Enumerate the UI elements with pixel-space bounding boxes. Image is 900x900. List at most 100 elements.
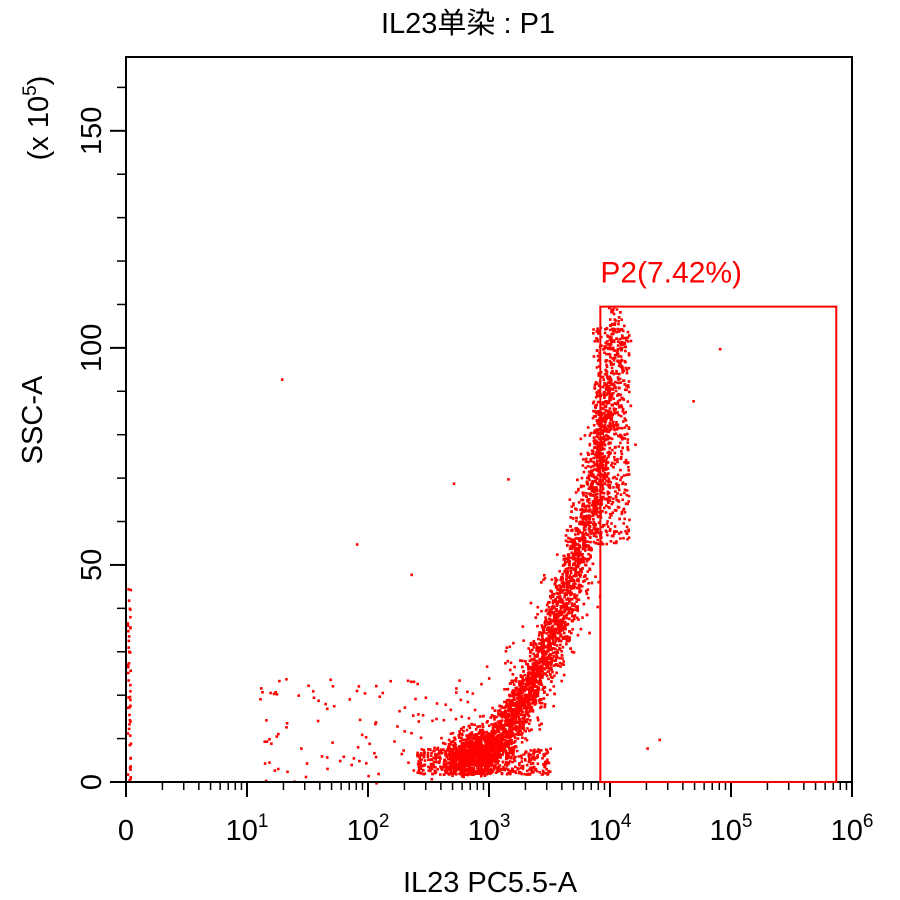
data-point (615, 477, 618, 481)
data-point (537, 637, 540, 641)
data-point (572, 579, 575, 582)
data-point (613, 427, 616, 431)
data-point (519, 691, 523, 695)
data-point (617, 378, 620, 381)
data-point (600, 490, 604, 493)
data-point (521, 697, 524, 700)
data-point (550, 660, 553, 664)
data-point (568, 598, 572, 602)
data-point (560, 585, 563, 588)
data-point (432, 760, 436, 764)
data-point (529, 667, 532, 670)
data-point (518, 763, 521, 767)
data-point (514, 692, 517, 695)
data-point (610, 338, 613, 342)
data-point (620, 449, 623, 453)
data-point (436, 756, 440, 759)
data-point (596, 382, 599, 385)
data-point (517, 692, 521, 696)
data-point (622, 420, 625, 423)
data-point (455, 752, 458, 755)
data-point (573, 561, 577, 565)
data-point (482, 730, 485, 734)
data-point (568, 498, 572, 501)
data-point (622, 336, 625, 340)
data-point (574, 567, 577, 570)
data-point (588, 515, 592, 518)
data-point (608, 338, 612, 341)
data-point (609, 340, 613, 344)
data-point (536, 718, 540, 722)
data-point (552, 655, 556, 658)
data-point (532, 652, 535, 656)
data-point (516, 737, 520, 740)
data-point (456, 758, 460, 762)
data-point (452, 744, 456, 748)
data-point (503, 763, 507, 766)
data-point (528, 710, 531, 713)
data-point (577, 554, 581, 557)
data-point (429, 748, 432, 751)
data-point (521, 764, 524, 768)
data-point (553, 606, 556, 609)
data-point (544, 653, 548, 656)
data-point (573, 614, 577, 617)
data-point (587, 523, 590, 527)
data-point (490, 768, 494, 772)
data-point (596, 452, 600, 456)
data-point (508, 719, 511, 723)
data-point (535, 685, 538, 688)
data-point (534, 643, 538, 646)
data-point (521, 659, 524, 663)
data-point (592, 456, 595, 460)
data-point (496, 767, 499, 770)
data-point (567, 576, 570, 579)
data-point (566, 560, 570, 563)
data-point (557, 587, 560, 590)
data-point (621, 436, 624, 440)
data-point (573, 539, 576, 542)
data-point (611, 327, 614, 331)
data-point (462, 764, 465, 768)
data-point (589, 548, 593, 552)
data-point (624, 349, 627, 353)
data-point (431, 758, 434, 761)
data-point (538, 675, 541, 679)
data-point (621, 498, 624, 502)
data-point (488, 758, 492, 761)
data-point (558, 584, 561, 587)
data-point (505, 736, 508, 739)
data-point (494, 747, 498, 750)
data-point (527, 760, 531, 764)
chart-title: IL23单染 : P1 (381, 7, 555, 40)
data-point (533, 698, 537, 701)
data-point (584, 507, 588, 511)
data-point (606, 467, 609, 470)
data-point (574, 582, 577, 585)
data-point (624, 419, 628, 422)
data-point (623, 383, 627, 386)
data-point (594, 381, 598, 384)
data-point (574, 550, 577, 553)
data-point (584, 518, 588, 521)
data-point (447, 773, 451, 776)
data-point (500, 711, 503, 714)
data-point (548, 594, 552, 598)
data-point (529, 766, 532, 770)
data-point (432, 763, 435, 767)
data-point (596, 449, 600, 452)
data-point (518, 724, 522, 727)
data-point (499, 723, 503, 727)
data-point (594, 506, 598, 509)
data-point (514, 724, 518, 728)
data-point (518, 718, 522, 721)
data-point (604, 400, 608, 403)
data-point (591, 500, 595, 503)
data-point (565, 613, 569, 616)
data-point (506, 772, 510, 775)
data-point (442, 748, 445, 751)
data-point (489, 769, 492, 772)
data-point (493, 744, 497, 747)
data-point (433, 769, 437, 773)
data-point (530, 702, 534, 705)
